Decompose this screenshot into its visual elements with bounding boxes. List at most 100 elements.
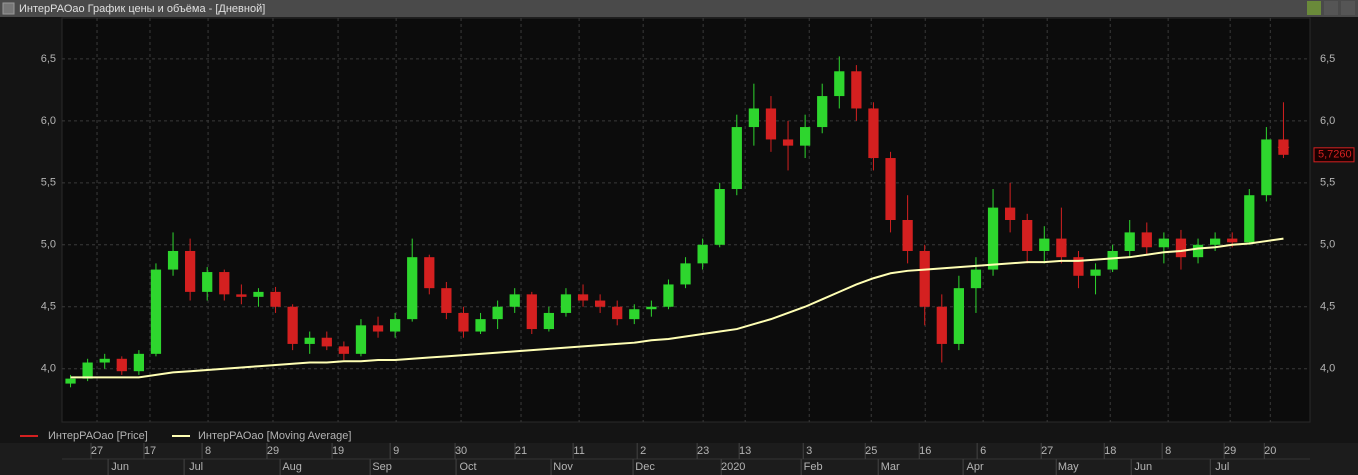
close-button[interactable] [1341, 1, 1355, 15]
x-month-label: Jul [189, 461, 203, 473]
x-tick-label: 23 [697, 445, 709, 457]
candle-body [970, 269, 982, 289]
candle-body [116, 358, 127, 372]
moving-average-line [70, 237, 1284, 379]
candle-body [509, 294, 520, 307]
y-tick-label-right: 4,5 [1320, 301, 1335, 313]
x-tick-label: 27 [91, 445, 103, 457]
legend-ma: ИнтерРАОао [Moving Average] [198, 430, 351, 442]
candle-body [1090, 269, 1101, 276]
pin-button[interactable] [1307, 1, 1321, 15]
candle-body [577, 294, 589, 301]
candle-body [1141, 232, 1152, 248]
candle-body [1192, 244, 1204, 258]
x-month-label: Aug [282, 461, 302, 473]
candle-body [270, 291, 281, 307]
y-tick-label-right: 5,5 [1320, 177, 1335, 189]
y-tick-label: 6,5 [41, 53, 56, 65]
candle-body [595, 300, 606, 307]
last-price-label: 5,7260 [1318, 149, 1352, 161]
candle-body [65, 378, 76, 384]
candle-body [150, 269, 162, 354]
x-tick-label: 27 [1041, 445, 1053, 457]
candle-body [987, 207, 999, 270]
y-tick-label: 5,0 [41, 239, 56, 251]
window-icon [2, 2, 15, 15]
candle-body [441, 288, 452, 313]
candle-body [99, 358, 110, 363]
candle-body [202, 272, 213, 292]
candle-body [543, 312, 554, 330]
minimize-button[interactable] [1324, 1, 1338, 15]
x-month-label: Mar [881, 461, 900, 473]
y-tick-label: 5,5 [41, 177, 56, 189]
candle-body [629, 309, 640, 320]
candle-body [1005, 207, 1016, 220]
candle-body [1244, 195, 1255, 243]
candle-body [304, 337, 315, 344]
candle-body [1039, 238, 1050, 251]
x-tick-label: 17 [144, 445, 156, 457]
candle-body [390, 319, 401, 332]
candle-body [1107, 250, 1118, 270]
candle-body [355, 325, 367, 354]
x-tick-label: 20 [1264, 445, 1276, 457]
x-month-label: Jul [1215, 461, 1229, 473]
x-tick-label: 2 [640, 445, 646, 457]
candle-body [219, 272, 230, 295]
window-title: ИнтерРАОао График цены и объёма - [Дневн… [19, 3, 265, 15]
candle-body [748, 108, 759, 128]
candle-body [851, 71, 862, 109]
x-tick-label: 29 [1224, 445, 1236, 457]
candle-body [680, 263, 691, 285]
last-price-box [1313, 147, 1355, 163]
candle-body [1227, 238, 1238, 243]
x-month-label: Feb [804, 461, 823, 473]
y-tick-label-right: 5,0 [1320, 239, 1335, 251]
candle-body [1124, 232, 1135, 251]
x-tick-label: 18 [1104, 445, 1116, 457]
x-tick-label: 11 [573, 445, 584, 457]
y-tick-label-right: 6,0 [1320, 115, 1335, 127]
candle-body [646, 306, 657, 310]
candle-body [612, 306, 623, 320]
candle-body [407, 257, 418, 320]
x-month-label: May [1058, 461, 1079, 473]
candle-body [321, 337, 332, 347]
legend-price: ИнтерРАОао [Price] [48, 430, 148, 442]
candle-body [1175, 238, 1187, 258]
candle-body [236, 294, 247, 297]
y-tick-label: 4,0 [41, 363, 56, 375]
candle-body [868, 108, 879, 159]
candle-body [1261, 139, 1272, 196]
candle-body [885, 158, 896, 220]
last-price-arrow [1277, 146, 1290, 155]
candle-body [782, 139, 794, 146]
x-tick-label: 13 [739, 445, 751, 457]
candle-body [287, 306, 298, 344]
x-tick-label: 25 [865, 445, 877, 457]
candle-body [1073, 257, 1084, 276]
candle-body [765, 108, 777, 140]
candle-body [526, 294, 537, 330]
candle-body [424, 257, 435, 289]
candle-body [133, 353, 144, 372]
candle-body [253, 291, 264, 297]
x-tick-label: 30 [455, 445, 467, 457]
candle-body [1056, 238, 1067, 258]
x-tick-label: 21 [515, 445, 527, 457]
candle-body [82, 362, 93, 379]
candle-body [919, 250, 930, 307]
candle-body [372, 325, 384, 332]
x-month-label: Oct [460, 461, 477, 473]
candle-body [167, 250, 179, 270]
candle-body [185, 250, 196, 292]
candle-body [800, 127, 811, 146]
x-tick-label: 16 [919, 445, 931, 457]
title-bar [0, 0, 1358, 17]
x-month-label: Sep [372, 461, 392, 473]
x-tick-label: 29 [267, 445, 279, 457]
x-month-label: Nov [553, 461, 573, 473]
candle-body [902, 220, 913, 251]
